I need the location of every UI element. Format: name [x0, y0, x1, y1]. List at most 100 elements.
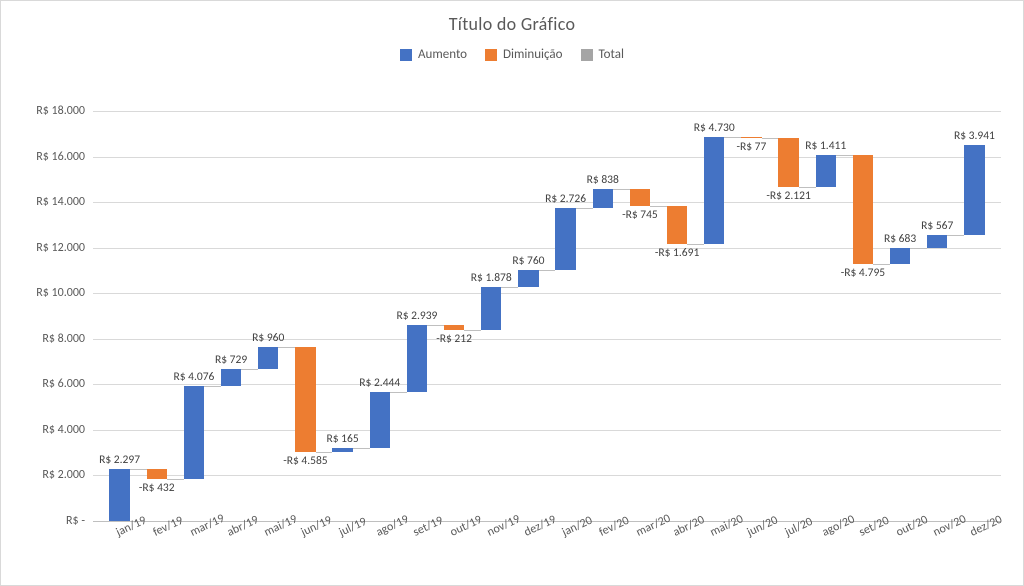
data-label: R$ 960	[252, 331, 284, 345]
bar-increase	[370, 392, 390, 448]
data-label: -R$ 4.585	[283, 454, 327, 468]
connector	[799, 187, 816, 188]
connector	[204, 386, 221, 387]
legend-item-increase: Aumento	[400, 47, 467, 62]
connector	[390, 392, 407, 393]
gridline	[93, 430, 1001, 431]
connector	[501, 287, 518, 288]
bar-increase	[518, 270, 538, 287]
bar-increase	[593, 189, 613, 208]
data-label: -R$ 4.795	[841, 266, 885, 280]
connector	[650, 206, 667, 207]
connector	[873, 264, 890, 265]
bar-increase	[258, 347, 278, 369]
data-label: -R$ 745	[622, 208, 658, 222]
connector	[427, 325, 444, 326]
bar-increase	[407, 325, 427, 392]
bar-increase	[927, 235, 947, 248]
y-tick-label: R$ 12.000	[36, 241, 93, 255]
bar-decrease	[741, 137, 761, 139]
data-label: R$ 729	[215, 353, 247, 367]
connector	[130, 469, 147, 470]
data-label: -R$ 212	[436, 332, 472, 346]
gridline	[93, 475, 1001, 476]
data-label: R$ 567	[921, 219, 953, 233]
legend-swatch-increase	[400, 49, 412, 61]
chart-title: Título do Gráfico	[1, 1, 1023, 35]
data-label: -R$ 1.691	[655, 246, 699, 260]
bar-increase	[816, 155, 836, 187]
waterfall-chart: Título do Gráfico Aumento Diminuição Tot…	[0, 0, 1024, 586]
bar-decrease	[667, 206, 687, 245]
connector	[353, 448, 370, 449]
y-tick-label: R$ 4.000	[42, 423, 93, 437]
connector	[613, 189, 630, 190]
legend-item-decrease: Diminuição	[485, 47, 562, 62]
bar-increase	[555, 208, 575, 270]
data-label: -R$ 432	[139, 481, 175, 495]
connector	[576, 208, 593, 209]
bar-increase	[109, 469, 129, 521]
gridline	[93, 111, 1001, 112]
connector	[241, 369, 258, 370]
plot-wrapper: R$ -R$ 2.000R$ 4.000R$ 6.000R$ 8.000R$ 1…	[93, 111, 1001, 521]
data-label: -R$ 77	[736, 140, 766, 154]
legend-label-decrease: Diminuição	[503, 47, 562, 62]
bar-increase	[704, 137, 724, 245]
data-label: R$ 2.726	[545, 192, 586, 206]
y-tick-label: R$ 2.000	[42, 468, 93, 482]
gridline	[93, 339, 1001, 340]
data-label: R$ 760	[512, 254, 544, 268]
bar-increase	[184, 386, 204, 479]
data-label: R$ 4.730	[694, 121, 735, 135]
data-label: R$ 2.297	[99, 453, 140, 467]
data-label: R$ 165	[326, 432, 358, 446]
y-tick-label: R$ 6.000	[42, 377, 93, 391]
y-tick-label: R$ 18.000	[36, 104, 93, 118]
connector	[539, 270, 556, 271]
bar-increase	[890, 248, 910, 264]
y-tick-label: R$ 8.000	[42, 332, 93, 346]
legend-label-total: Total	[599, 47, 624, 62]
legend-swatch-total	[581, 49, 593, 61]
bar-increase	[964, 145, 984, 235]
data-label: -R$ 2.121	[766, 189, 810, 203]
plot-area: R$ -R$ 2.000R$ 4.000R$ 6.000R$ 8.000R$ 1…	[93, 111, 1001, 521]
y-tick-label: R$ 14.000	[36, 195, 93, 209]
data-label: R$ 1.411	[805, 139, 846, 153]
chart-legend: Aumento Diminuição Total	[1, 47, 1023, 62]
bar-decrease	[630, 189, 650, 206]
connector	[316, 452, 333, 453]
connector	[836, 155, 853, 156]
legend-item-total: Total	[581, 47, 624, 62]
connector	[278, 347, 295, 348]
data-label: R$ 1.878	[471, 271, 512, 285]
connector	[167, 479, 184, 480]
connector	[724, 137, 741, 138]
data-label: R$ 2.939	[396, 309, 437, 323]
bar-decrease	[853, 155, 873, 264]
data-label: R$ 4.076	[173, 370, 214, 384]
data-label: R$ 838	[587, 173, 619, 187]
y-tick-label: R$ 16.000	[36, 150, 93, 164]
y-tick-label: R$ 10.000	[36, 286, 93, 300]
gridline	[93, 293, 1001, 294]
bar-decrease	[444, 325, 464, 330]
bar-increase	[221, 369, 241, 386]
bar-increase	[481, 287, 501, 330]
connector	[910, 248, 927, 249]
bar-decrease	[147, 469, 167, 479]
legend-label-increase: Aumento	[418, 47, 467, 62]
legend-swatch-decrease	[485, 49, 497, 61]
data-label: R$ 3.941	[954, 129, 995, 143]
data-label: R$ 683	[884, 232, 916, 246]
data-label: R$ 2.444	[359, 376, 400, 390]
bar-decrease	[295, 347, 315, 451]
bar-decrease	[778, 138, 798, 186]
y-tick-label: R$ -	[66, 514, 93, 528]
connector	[762, 138, 779, 139]
connector	[687, 244, 704, 245]
connector	[464, 330, 481, 331]
bar-increase	[332, 448, 352, 452]
connector	[947, 235, 964, 236]
